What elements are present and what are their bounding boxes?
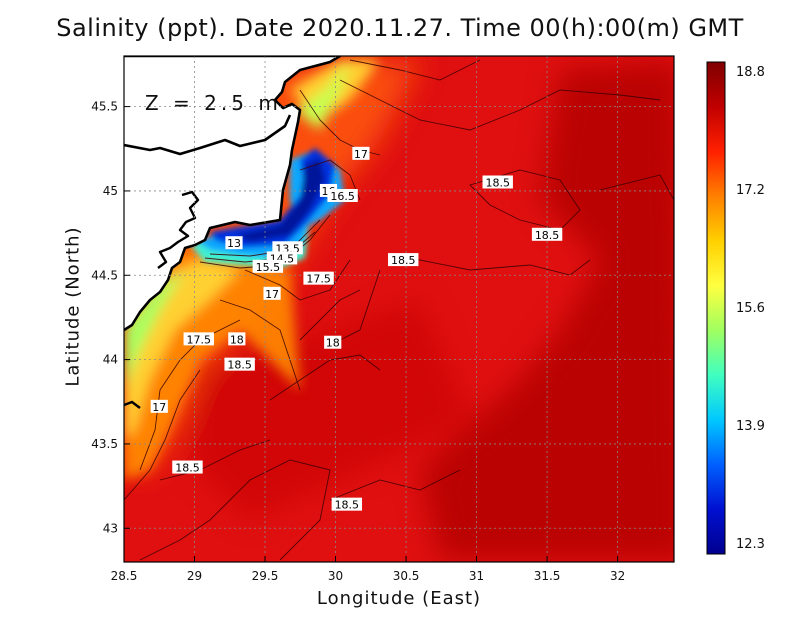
contour-label: 17 [352,146,370,161]
y-tick-label: 45.5 [91,100,118,114]
contour-label: 18.5 [482,175,513,190]
contour-labels: 1718.518.51616.51313.514.515.518.517.517… [150,146,563,512]
x-tick-label: 30.5 [393,569,420,583]
contour-label-text: 18.5 [485,177,510,190]
contour-label-text: 18.5 [175,462,200,475]
contour-label: 18.5 [531,227,563,242]
y-tick-label: 43 [103,521,118,535]
contour-label-text: 18.5 [535,229,560,242]
contour-label: 16.5 [327,188,358,203]
contour-label-text: 17 [152,401,166,414]
contour-label-box [324,335,342,349]
contour-label-box [183,332,214,346]
lagoon-outline [157,190,200,269]
coastline-south [124,400,141,409]
contour-label-text: 15.5 [256,261,281,274]
x-tick-label: 30 [328,569,343,583]
contour-label-text: 18.5 [335,499,360,512]
contour-label: 18.5 [331,497,363,512]
depth-label: Z = 2.5 m [145,91,282,115]
contour-label-text: 18.5 [227,359,252,372]
x-axis-label: Longitude (East) [316,588,482,609]
contour-label-box [252,259,284,273]
contour-label-text: 13 [227,237,241,250]
y-tick-label: 44.5 [91,268,118,282]
contour-label-box [482,175,513,189]
contour-label-box [303,271,334,285]
y-axis-ticks: 43 43.5 44 44.5 45 45.5 [91,100,130,535]
contour-label-box [531,227,563,241]
colorbar-label: 13.9 [736,419,765,434]
contour-label-text: 18 [326,337,340,350]
contour-label-box [272,241,303,255]
contour-label-text: 17 [354,148,368,161]
colorbar-labels: 18.8 17.2 15.6 13.9 12.3 [736,65,765,552]
contour-label: 15.5 [252,259,284,274]
map-title: Salinity (ppt). Date 2020.11.27. Time 00… [56,14,744,42]
contour-label-text: 17.5 [186,333,211,346]
contour-label-text: 18.5 [391,254,416,267]
colorbar-label: 12.3 [736,537,765,552]
contour-label: 18 [324,335,342,350]
y-tick-label: 45 [103,184,118,198]
y-axis-label: Latitude (North) [62,226,84,387]
contour-label-box [228,332,246,346]
x-tick-label: 29 [187,569,202,583]
contour-label-box [263,286,281,300]
colorbar-label: 18.8 [736,65,765,80]
contour-label-text: 18 [230,333,244,346]
contour-label: 13 [225,236,243,250]
contour-label: 18.5 [172,460,203,475]
contour-label: 18.5 [388,253,419,267]
contour-label-text: 16.5 [330,190,355,203]
contour-label-box [388,253,419,267]
plot-frame [123,55,675,563]
contour-label: 18.5 [224,357,255,372]
salinity-field [124,56,674,562]
graticule [124,56,674,562]
x-tick-label: 29.5 [252,569,279,583]
colorbar: 18.8 17.2 15.6 13.9 12.3 [706,61,765,555]
contour-label-box [352,146,370,160]
contour-label-box [150,399,168,413]
colorbar-label: 17.2 [736,183,765,198]
contour-label: 17.5 [183,332,214,346]
x-tick-label: 31 [469,569,484,583]
contour-label: 17 [263,286,281,301]
coastline [124,56,342,332]
x-tick-label: 28.5 [111,569,138,583]
x-tick-label: 32 [610,569,625,583]
contour-label-box [225,236,243,250]
y-tick-label: 44 [103,353,118,367]
contour-label-text: 17.5 [306,273,331,286]
contour-label-box [327,188,358,202]
x-tick-label: 31.5 [534,569,561,583]
contour-label-box [331,497,363,511]
contour-label: 17.5 [303,271,334,286]
contour-label-text: 17 [265,288,279,301]
contour-label-box [224,357,255,371]
x-axis-ticks: 28.5 29 29.5 30 30.5 31 31.5 32 [111,556,625,583]
contour-label: 18 [228,332,246,346]
contour-label: 17 [150,399,168,414]
coastline-border [124,114,292,156]
y-tick-label: 43.5 [91,437,118,451]
colorbar-label: 15.6 [736,301,765,316]
contour-label-box [172,460,203,474]
